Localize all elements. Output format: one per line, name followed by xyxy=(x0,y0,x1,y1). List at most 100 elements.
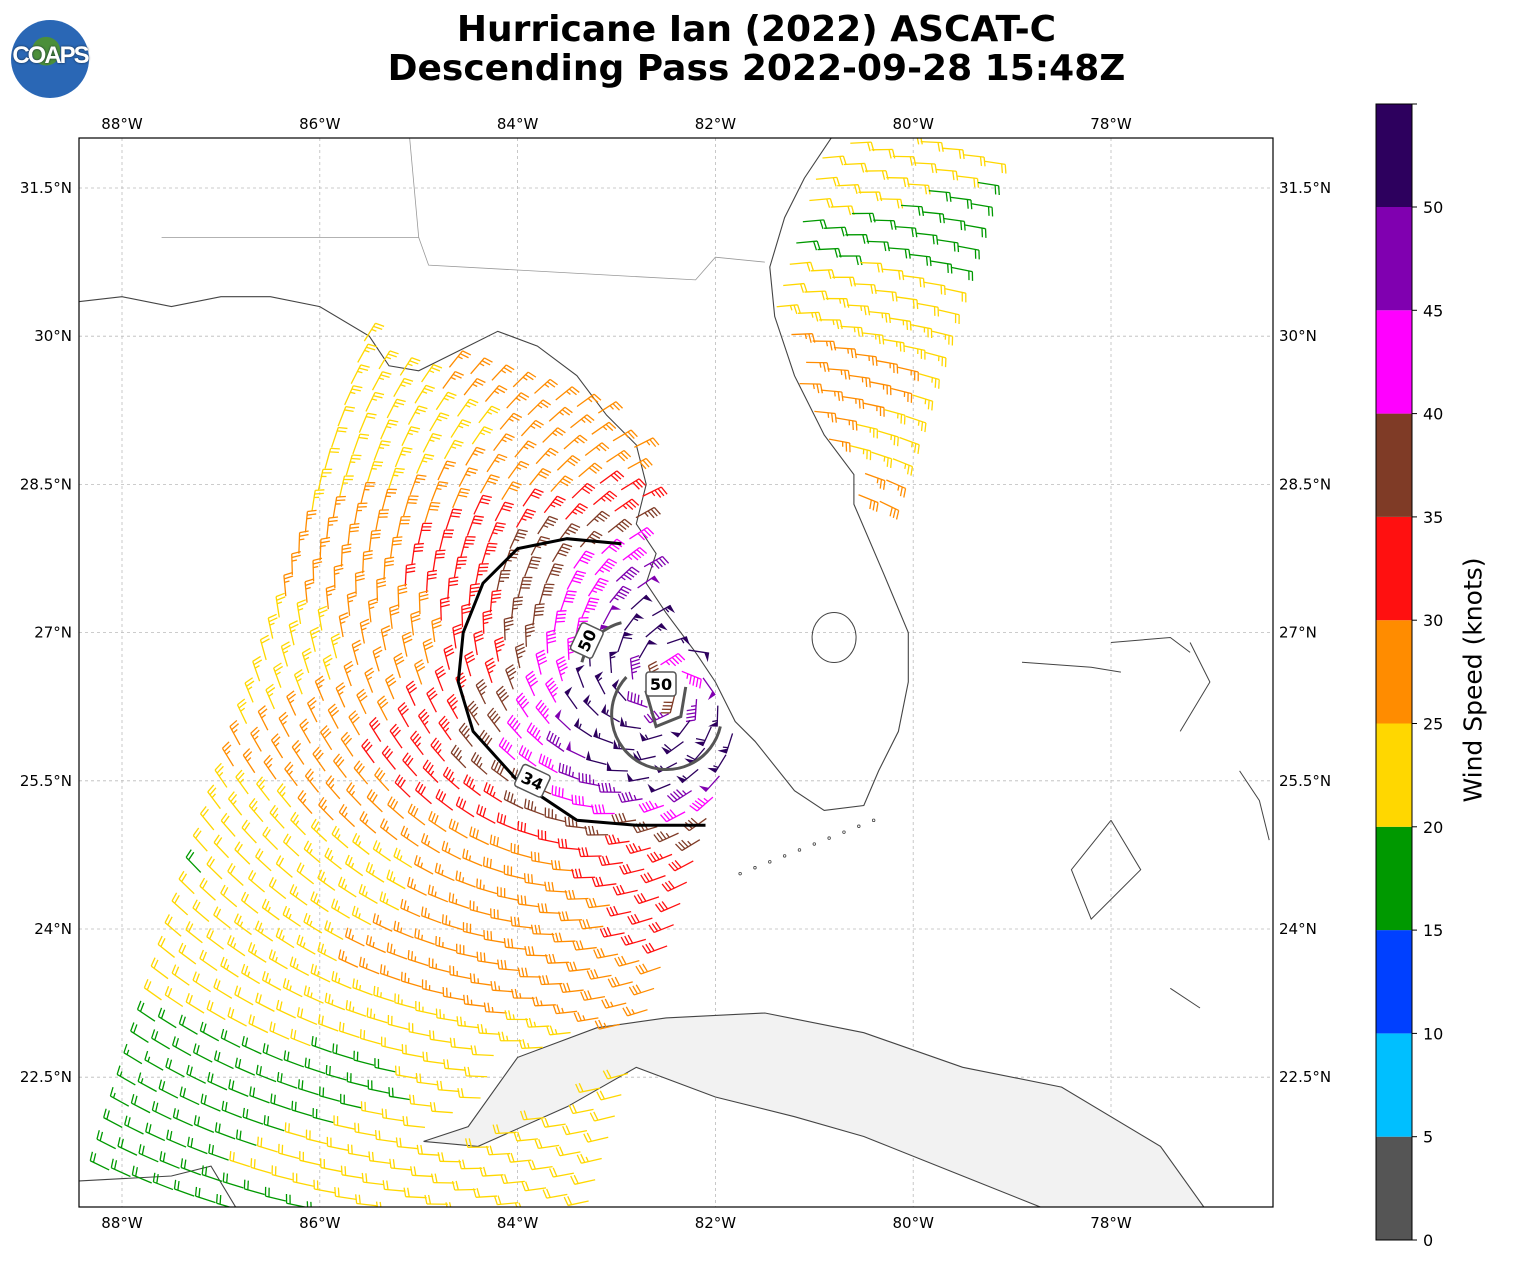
wind-barb xyxy=(535,447,559,465)
barb-half xyxy=(504,628,510,631)
wind-barb xyxy=(558,911,583,922)
barb-full xyxy=(686,715,696,719)
barb-full xyxy=(527,751,533,761)
barb-full xyxy=(541,903,545,913)
barb-full xyxy=(334,828,340,837)
wind-barb xyxy=(575,1082,601,1094)
barb-half xyxy=(413,884,417,890)
barb-full xyxy=(487,707,495,716)
wind-barb xyxy=(373,440,391,461)
barb-full xyxy=(196,1044,200,1055)
barb-full xyxy=(379,964,383,974)
barb-full xyxy=(517,532,527,536)
barb-half xyxy=(316,970,320,977)
wind-barb xyxy=(565,961,591,972)
barb-full xyxy=(171,1036,176,1046)
barb-staff xyxy=(725,733,734,754)
barb-full xyxy=(381,1108,384,1118)
barb-full xyxy=(427,884,431,894)
wind-barb xyxy=(452,487,471,509)
wind-barb xyxy=(358,412,377,433)
barb-full xyxy=(490,474,500,479)
barb-full xyxy=(366,1007,369,1017)
wind-barb xyxy=(192,899,210,922)
wind-barb xyxy=(278,1143,300,1160)
barb-full xyxy=(585,898,590,908)
lat-tick-label-left: 28.5°N xyxy=(20,475,72,493)
wind-barb xyxy=(247,942,267,963)
barb-full xyxy=(404,377,414,382)
barb-full xyxy=(530,559,541,563)
barb-full xyxy=(371,529,381,532)
barb-full xyxy=(392,539,402,542)
barb-half xyxy=(288,770,293,776)
barb-full xyxy=(467,700,475,709)
barb-full xyxy=(868,378,871,388)
colorbar-band xyxy=(1376,1033,1412,1137)
barb-full xyxy=(510,938,514,948)
barb-full xyxy=(325,775,333,784)
barb-full xyxy=(556,613,566,616)
barb-full xyxy=(616,470,625,478)
barb-full xyxy=(881,170,886,180)
wind-barb xyxy=(450,744,467,769)
wind-barb xyxy=(437,1152,461,1163)
barb-full xyxy=(619,865,625,875)
barb-full xyxy=(493,835,496,846)
wind-barb xyxy=(303,913,323,934)
barb-full xyxy=(658,557,666,566)
wind-barb xyxy=(376,577,387,602)
barb-full xyxy=(565,911,569,921)
barb-half xyxy=(232,729,238,734)
contour-label: 50 xyxy=(569,622,604,659)
wind-barb xyxy=(555,1146,581,1157)
barb-full xyxy=(563,543,573,548)
barb-full xyxy=(857,327,860,337)
barb-full xyxy=(444,842,449,852)
barb-full xyxy=(483,782,488,792)
barb-full xyxy=(310,963,314,974)
wind-barb xyxy=(267,613,278,639)
wind-barb xyxy=(397,583,408,608)
barb-half xyxy=(316,827,320,833)
wind-barb xyxy=(542,1188,568,1199)
barb-full xyxy=(520,460,530,466)
wind-barb xyxy=(573,1012,599,1023)
wind-barb xyxy=(522,488,544,507)
barb-full xyxy=(549,732,554,742)
barb-full xyxy=(836,319,840,330)
barb-full xyxy=(673,791,681,799)
wind-barb xyxy=(586,969,612,980)
wind-barb xyxy=(152,1172,174,1191)
barb-full xyxy=(686,712,696,715)
barb-full xyxy=(545,975,550,985)
wind-barb xyxy=(261,970,282,991)
wind-barb xyxy=(275,592,286,618)
barb-full xyxy=(534,606,545,609)
barb-full xyxy=(201,1165,204,1175)
wind-barb xyxy=(252,655,263,682)
wind-barbs xyxy=(89,138,1007,1207)
barb-full xyxy=(338,426,348,430)
barb-full xyxy=(924,422,927,433)
wind-barb xyxy=(617,791,643,803)
barb-half xyxy=(343,812,348,818)
barb-full xyxy=(299,936,304,946)
florida-keys xyxy=(857,824,861,828)
barb-full xyxy=(626,571,635,578)
wind-barb xyxy=(490,759,509,782)
barb-full xyxy=(552,501,562,507)
barb-full xyxy=(608,782,612,793)
barb-full xyxy=(299,530,309,534)
wind-barb xyxy=(207,1072,228,1091)
barb-full xyxy=(580,991,585,1001)
barb-full xyxy=(198,1187,201,1198)
wind-barb xyxy=(371,371,392,391)
barb-full xyxy=(606,907,612,917)
wind-barb xyxy=(165,1057,185,1078)
barb-full xyxy=(891,149,896,159)
wind-barb xyxy=(262,826,279,850)
barb-half xyxy=(665,660,671,666)
wind-barb xyxy=(297,1079,319,1096)
